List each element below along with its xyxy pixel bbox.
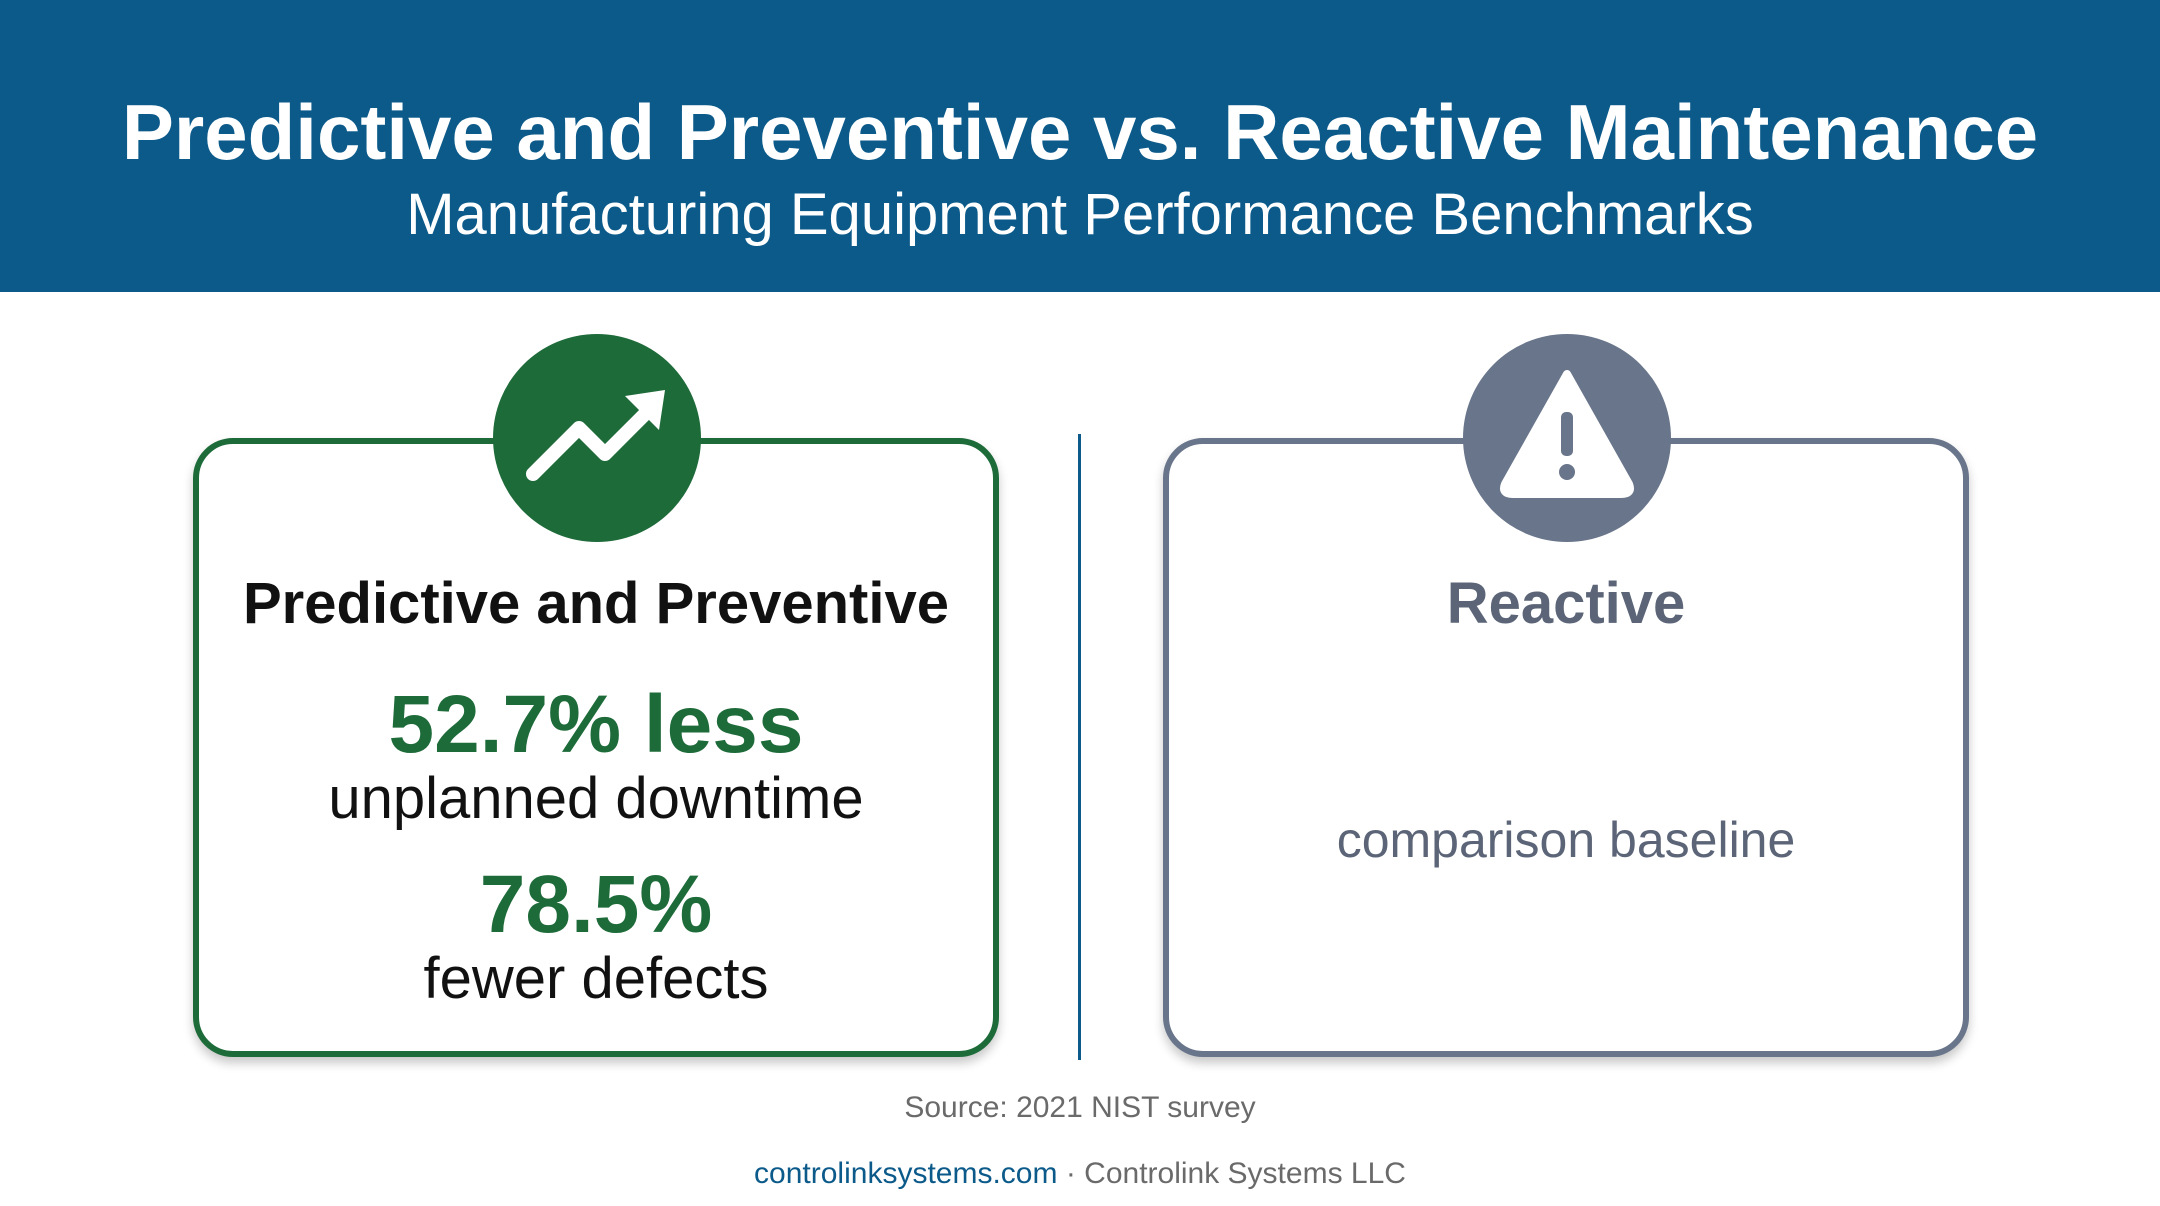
- predictive-card-title: Predictive and Preventive: [243, 571, 949, 636]
- source-note: Source: 2021 NIST survey: [904, 1091, 1256, 1124]
- company-name: Controlink Systems LLC: [1084, 1157, 1406, 1190]
- footer-separator: ·: [1065, 1157, 1076, 1190]
- defects-stat-value: 78.5%: [479, 859, 713, 950]
- website-link[interactable]: controlinksystems.com: [754, 1157, 1058, 1190]
- reactive-card-note: comparison baseline: [1336, 812, 1796, 868]
- warning-icon: [1463, 334, 1671, 542]
- defects-stat-label: fewer defects: [423, 946, 769, 1011]
- trend-up-icon: [493, 334, 701, 542]
- reactive-card-title: Reactive: [1446, 571, 1686, 636]
- downtime-stat-label: unplanned downtime: [328, 766, 864, 831]
- footer: controlinksystems.com · Controlink Syste…: [0, 1156, 2160, 1192]
- page-subtitle: Manufacturing Equipment Performance Benc…: [406, 182, 1754, 247]
- center-divider: [1078, 434, 1081, 1060]
- downtime-stat-value: 52.7% less: [388, 679, 804, 770]
- header-banner: Predictive and Preventive vs. Reactive M…: [0, 0, 2160, 292]
- page-title: Predictive and Preventive vs. Reactive M…: [121, 88, 2039, 176]
